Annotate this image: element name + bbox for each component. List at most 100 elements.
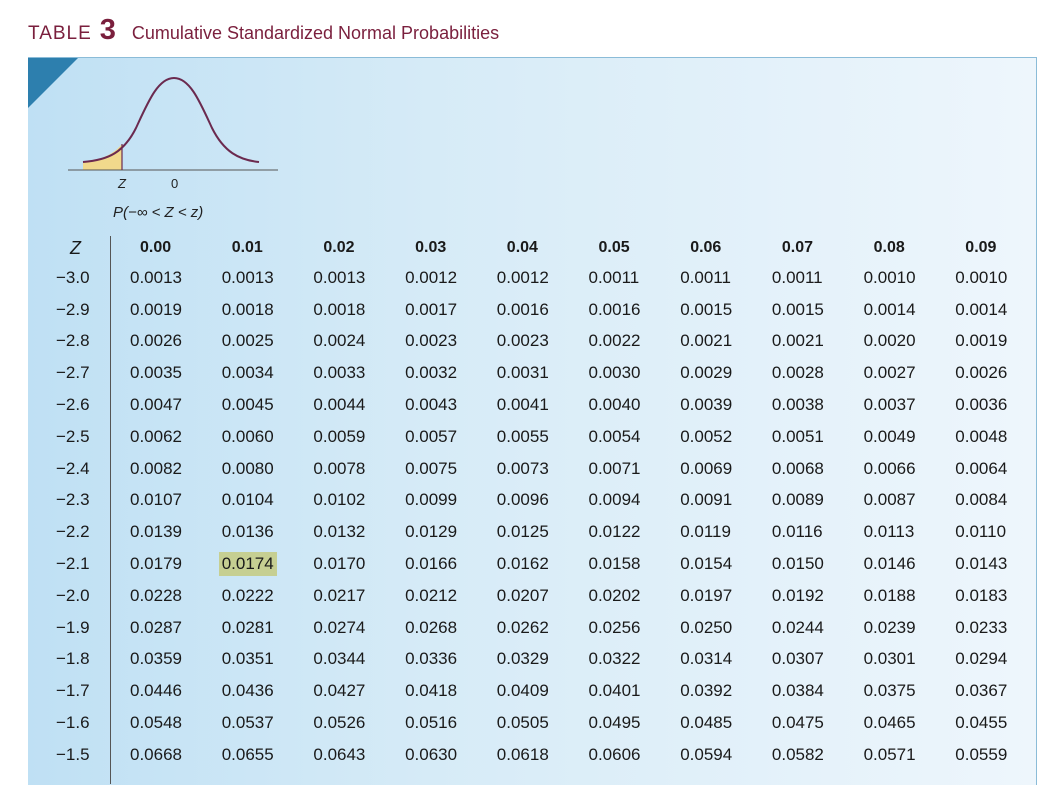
probability-cell: 0.0212 — [405, 585, 458, 605]
probability-cell: 0.0084 — [955, 490, 1008, 510]
table-row: −1.5 0.0668 0.0655 0.0643 0.0630 0.0618 0.0606… — [56, 739, 1036, 771]
table-row: −2.2 0.0139 0.0136 0.0132 0.0129 0.0125 0.0122… — [56, 516, 1036, 548]
probability-cell: 0.0038 — [771, 395, 824, 415]
probability-cell: 0.0301 — [863, 649, 916, 669]
probability-cell: 0.0158 — [588, 554, 641, 574]
table-word: TABLE — [28, 23, 92, 44]
probability-cell: 0.0281 — [221, 617, 274, 637]
probability-cell: 0.0233 — [955, 617, 1008, 637]
probability-cell: 0.0011 — [588, 267, 640, 287]
probability-cell: 0.0119 — [680, 522, 731, 542]
column-header-0.08: 0.08 — [873, 239, 905, 256]
probability-cell: 0.0031 — [496, 363, 549, 383]
table-row: −2.6 0.0047 0.0045 0.0044 0.0043 0.0041 0.0040… — [56, 389, 1036, 421]
probability-cell: 0.0516 — [405, 713, 458, 733]
probability-cell: 0.0136 — [221, 522, 274, 542]
probability-cell: 0.0294 — [955, 649, 1008, 669]
probability-cell: 0.0071 — [588, 458, 641, 478]
probability-cell: 0.0027 — [863, 363, 916, 383]
probability-cell: 0.0455 — [955, 713, 1008, 733]
probability-cell: 0.0197 — [680, 585, 733, 605]
probability-cell: 0.0154 — [680, 554, 733, 574]
probability-cell: 0.0012 — [496, 267, 549, 287]
probability-cell: 0.0436 — [221, 681, 274, 701]
probability-cell: 0.0655 — [221, 744, 274, 764]
probability-cell: 0.0409 — [496, 681, 549, 701]
probability-cell: 0.0078 — [313, 458, 366, 478]
probability-label: P(−∞ < Z < z) — [113, 204, 204, 221]
probability-cell: 0.0039 — [680, 395, 733, 415]
probability-cell: 0.0244 — [771, 617, 824, 637]
probability-cell: 0.0047 — [130, 395, 182, 415]
probability-cell: 0.0096 — [496, 490, 549, 510]
probability-cell: 0.0023 — [405, 331, 458, 351]
z-value: −2.9 — [56, 299, 90, 319]
probability-cell: 0.0122 — [588, 522, 641, 542]
probability-cell: 0.0018 — [313, 299, 366, 319]
probability-cell: 0.0044 — [313, 395, 366, 415]
z-value: −2.6 — [56, 395, 90, 415]
probability-cell: 0.0026 — [130, 331, 182, 351]
z-value: −2.4 — [56, 458, 90, 478]
probability-cell: 0.0139 — [130, 522, 182, 542]
z-value: −1.7 — [56, 681, 90, 701]
probability-cell: 0.0268 — [405, 617, 458, 637]
probability-cell: 0.0202 — [588, 585, 641, 605]
probability-cell: 0.0057 — [405, 426, 458, 446]
shaded-left-tail — [83, 144, 122, 170]
probability-cell: 0.0023 — [496, 331, 549, 351]
column-header-0.05: 0.05 — [598, 239, 630, 256]
z-value: −1.9 — [56, 617, 90, 637]
probability-cell: 0.0427 — [313, 681, 366, 701]
z-value: −2.8 — [56, 331, 90, 351]
probability-cell: 0.0010 — [863, 267, 916, 287]
probability-cell: 0.0485 — [680, 713, 733, 733]
column-header-0.03: 0.03 — [415, 239, 447, 256]
probability-cell: 0.0618 — [496, 744, 549, 764]
probability-cell: 0.0668 — [130, 744, 182, 764]
probability-cell: 0.0055 — [496, 426, 549, 446]
table-row: −3.0 0.0013 0.0013 0.0013 0.0012 0.0012 0.0011… — [56, 262, 1036, 294]
table-heading: TABLE 3 Cumulative Standardized Normal P… — [28, 14, 499, 48]
probability-cell: 0.0475 — [771, 713, 824, 733]
probability-cell: 0.0107 — [130, 490, 182, 510]
table-row: −2.4 0.0082 0.0080 0.0078 0.0075 0.0073 0.0071… — [56, 453, 1036, 485]
probability-cell: 0.0059 — [313, 426, 366, 446]
column-header-0.00: 0.00 — [140, 239, 172, 256]
z-value: −2.7 — [56, 363, 90, 383]
probability-cell: 0.0015 — [771, 299, 824, 319]
probability-cell: 0.0054 — [588, 426, 641, 446]
probability-cell: 0.0066 — [863, 458, 916, 478]
probability-cell: 0.0019 — [130, 299, 182, 319]
table-row: −1.7 0.0446 0.0436 0.0427 0.0418 0.0409 0.0401… — [56, 675, 1036, 707]
probability-cell: 0.0013 — [130, 267, 182, 287]
probability-cell: 0.0028 — [771, 363, 824, 383]
probability-cell: 0.0025 — [221, 331, 274, 351]
z-value: −2.2 — [56, 522, 90, 542]
table-header-row: Z 0.00 0.01 0.02 0.03 0.04 0.05 0.06 0.07 0.08 0.0… — [56, 234, 1036, 262]
z-column-divider — [110, 236, 111, 784]
probability-cell: 0.0170 — [313, 554, 366, 574]
probability-cell: 0.0150 — [771, 554, 824, 574]
probability-cell: 0.0207 — [496, 585, 549, 605]
probability-cell: 0.0041 — [496, 395, 549, 415]
probability-cell: 0.0021 — [680, 331, 733, 351]
probability-cell: 0.0060 — [221, 426, 274, 446]
probability-cell: 0.0019 — [955, 331, 1008, 351]
probability-cell: 0.0010 — [955, 267, 1008, 287]
probability-cell: 0.0166 — [405, 554, 458, 574]
probability-cell: 0.0011 — [680, 267, 731, 287]
probability-cell: 0.0064 — [955, 458, 1008, 478]
probability-cell: 0.0344 — [313, 649, 366, 669]
probability-cell: 0.0030 — [588, 363, 641, 383]
probability-cell: 0.0143 — [955, 554, 1008, 574]
z-value: −2.1 — [56, 554, 90, 574]
probability-cell: 0.0329 — [496, 649, 549, 669]
probability-cell: 0.0011 — [771, 267, 823, 287]
probability-table: Z 0.00 0.01 0.02 0.03 0.04 0.05 0.06 0.07 0.08 0.0… — [56, 234, 1036, 771]
probability-cell: 0.0013 — [221, 267, 274, 287]
probability-cell: 0.0102 — [313, 490, 366, 510]
column-header-0.07: 0.07 — [781, 239, 814, 256]
probability-cell: 0.0017 — [405, 299, 458, 319]
probability-cell: 0.0643 — [313, 744, 366, 764]
